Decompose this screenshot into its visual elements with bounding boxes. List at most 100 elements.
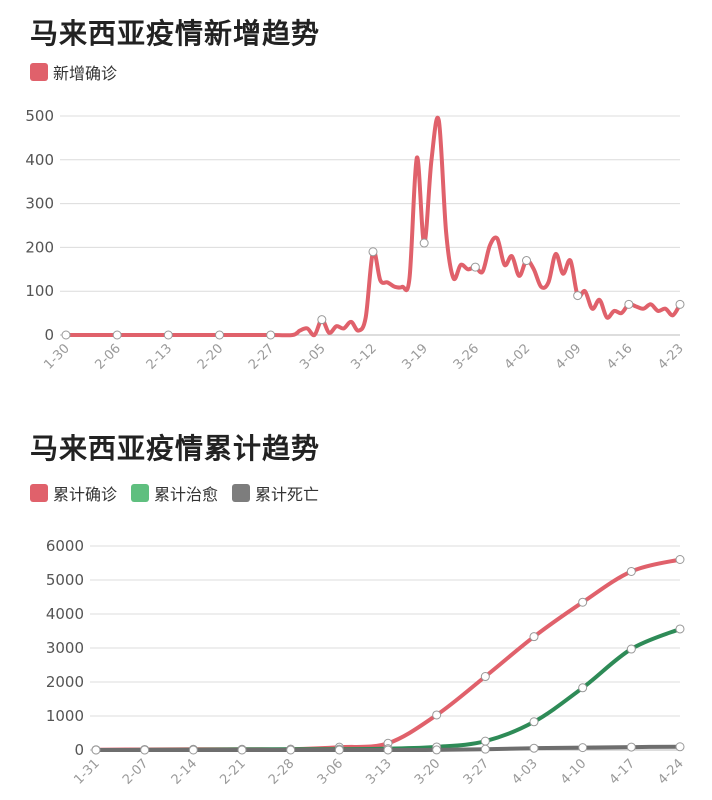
data-point[interactable] (675, 554, 685, 564)
legend-label: 新增确诊 (53, 64, 118, 83)
data-point[interactable] (286, 745, 296, 755)
legend-item-cumulative-recovered[interactable]: 累计治愈 (131, 481, 218, 505)
cumulative-plot: 0 1000 2000 3000 4000 5000 6000 1-31 2-07 2-14 2-2… (46, 537, 687, 788)
cumulative-chart-panel: 马来西亚疫情累计趋势 累计确诊 累计治愈 累计死亡 0 1000 2000 3000 4… (0, 415, 712, 800)
data-point[interactable] (626, 566, 636, 576)
data-point[interactable] (432, 710, 442, 720)
data-point[interactable] (91, 745, 101, 755)
x-tick-label: 4-23 (655, 341, 686, 372)
data-point[interactable] (529, 632, 539, 642)
x-tick-label: 3-06 (315, 756, 346, 787)
x-tick-label: 4-16 (604, 341, 635, 372)
data-point[interactable] (480, 744, 490, 754)
data-point[interactable] (480, 672, 490, 682)
y-tick-label: 3000 (46, 639, 84, 657)
x-tick-label: 4-24 (655, 756, 686, 787)
data-point[interactable] (626, 644, 636, 654)
x-tick-label: 3-20 (412, 756, 443, 787)
y-tick-label: 100 (25, 282, 54, 300)
legend-swatch (30, 63, 48, 81)
chart-title: 马来西亚疫情累计趋势 (30, 432, 321, 465)
y-tick-label: 200 (25, 238, 54, 256)
y-tick-label: 1000 (46, 707, 84, 725)
x-tick-label: 3-27 (461, 756, 492, 787)
data-point[interactable] (419, 238, 429, 248)
y-tick-label: 6000 (46, 537, 84, 555)
x-tick-label: 3-26 (451, 341, 482, 372)
x-tick-label: 2-14 (169, 756, 200, 787)
y-tick-label: 2000 (46, 673, 84, 691)
data-point[interactable] (112, 330, 122, 340)
x-tick-label: 2-21 (217, 756, 248, 787)
y-tick-label: 5000 (46, 571, 84, 589)
chart-legend: 累计确诊 累计治愈 累计死亡 (30, 481, 319, 505)
data-point[interactable] (480, 736, 490, 746)
series-line (64, 115, 682, 338)
legend-item-cumulative-confirmed[interactable]: 累计确诊 (30, 481, 117, 505)
x-tick-label: 1-30 (41, 341, 72, 372)
chart-title: 马来西亚疫情新增趋势 (30, 17, 321, 50)
x-tick-label: 2-06 (93, 341, 124, 372)
x-tick-label: 3-13 (363, 756, 394, 787)
data-point[interactable] (266, 330, 276, 340)
x-tick-label: 3-05 (297, 341, 328, 372)
legend-label: 累计治愈 (154, 485, 219, 504)
x-tick-label: 4-10 (558, 756, 589, 787)
data-point[interactable] (368, 247, 378, 257)
x-tick-label: 4-02 (502, 341, 533, 372)
data-point[interactable] (529, 743, 539, 753)
data-point[interactable] (578, 743, 588, 753)
chart-legend: 新增确诊 (30, 60, 117, 84)
data-point[interactable] (140, 745, 150, 755)
x-tick-label: 3-12 (348, 341, 379, 372)
data-point[interactable] (624, 299, 634, 309)
y-tick-label: 500 (25, 107, 54, 125)
data-point[interactable] (675, 624, 685, 634)
legend-swatch (30, 484, 48, 502)
data-point[interactable] (383, 745, 393, 755)
grid-lines (60, 115, 680, 336)
data-point[interactable] (675, 299, 685, 309)
y-tick-label: 400 (25, 151, 54, 169)
data-point[interactable] (432, 745, 442, 755)
grid-lines (90, 545, 680, 751)
data-point[interactable] (334, 745, 344, 755)
y-tick-label: 0 (44, 326, 54, 344)
legend-swatch (131, 484, 150, 502)
legend-swatch (232, 484, 251, 502)
data-point[interactable] (61, 330, 71, 340)
x-tick-label: 4-03 (509, 756, 540, 787)
legend-label: 累计确诊 (53, 485, 118, 504)
x-tick-label: 2-07 (120, 756, 151, 787)
y-tick-label: 0 (74, 741, 84, 759)
legend-item-cumulative-deaths[interactable]: 累计死亡 (232, 481, 319, 505)
series-line (94, 627, 682, 752)
data-point[interactable] (237, 745, 247, 755)
legend-label: 累计死亡 (255, 485, 320, 504)
x-tick-label: 2-20 (195, 341, 226, 372)
data-point[interactable] (188, 745, 198, 755)
x-tick-label: 1-31 (71, 756, 102, 787)
new-cases-chart-panel: 马来西亚疫情新增趋势 新增确诊 0 100 200 300 400 500 1-30 2-06… (25, 17, 686, 373)
y-tick-label: 300 (25, 195, 54, 213)
data-point[interactable] (470, 262, 480, 272)
x-tick-label: 2-28 (266, 756, 297, 787)
data-point[interactable] (675, 742, 685, 752)
data-point[interactable] (573, 291, 583, 301)
data-point[interactable] (578, 597, 588, 607)
data-point[interactable] (529, 717, 539, 727)
data-point[interactable] (626, 742, 636, 752)
x-tick-label: 3-19 (400, 341, 431, 372)
y-tick-label: 4000 (46, 605, 84, 623)
x-tick-label: 2-13 (144, 341, 175, 372)
new-cases-plot: 0 100 200 300 400 500 1-30 2-06 2-13 2-20 2-27 3-05… (25, 107, 686, 373)
series-line (94, 557, 682, 752)
legend-item-new-confirmed[interactable]: 新增确诊 (30, 60, 117, 84)
data-point[interactable] (317, 315, 327, 325)
x-tick-label: 2-27 (246, 341, 277, 372)
x-tick-label: 4-09 (553, 341, 584, 372)
data-point[interactable] (522, 256, 531, 266)
data-point[interactable] (163, 330, 173, 340)
data-point[interactable] (215, 330, 224, 340)
data-point[interactable] (578, 683, 588, 693)
